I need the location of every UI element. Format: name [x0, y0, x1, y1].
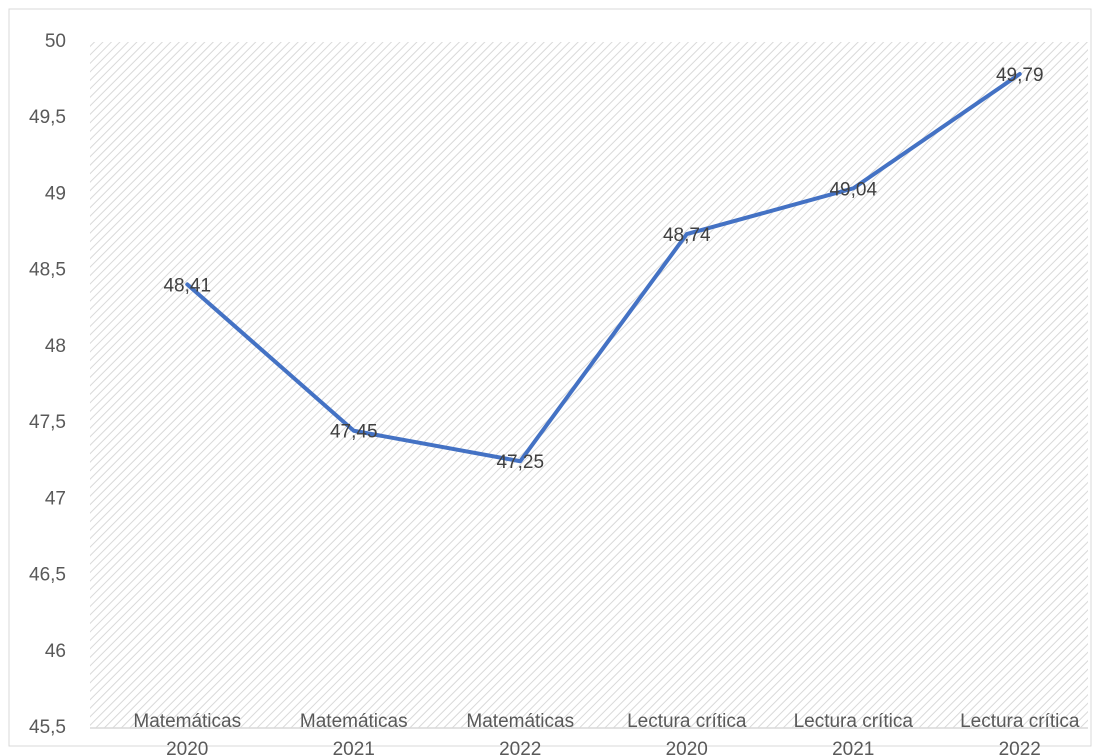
- y-tick-label: 49,5: [29, 107, 66, 128]
- plot-area: [90, 42, 1088, 728]
- data-label: 48,41: [163, 275, 211, 296]
- x-tick-label: Lectura crítica 2020: [627, 711, 747, 755]
- data-label: 47,45: [330, 422, 378, 443]
- x-tick-label: Matemáticas 2021: [300, 711, 408, 755]
- y-tick-label: 48: [45, 336, 66, 357]
- data-label: 48,74: [663, 225, 711, 246]
- y-tick-label: 45,5: [29, 717, 66, 738]
- x-tick-label: Lectura crítica 2022: [960, 711, 1080, 755]
- y-tick-label: 46: [45, 641, 66, 662]
- x-tick-label: Matemáticas 2020: [133, 711, 241, 755]
- y-tick-label: 47: [45, 488, 66, 509]
- y-tick-label: 49: [45, 183, 66, 204]
- y-tick-label: 47,5: [29, 412, 66, 433]
- data-line: [185, 72, 1022, 464]
- x-tick-label: Matemáticas 2022: [466, 711, 574, 755]
- y-tick-label: 46,5: [29, 565, 66, 586]
- data-label: 49,79: [996, 65, 1044, 86]
- data-label: 49,04: [829, 179, 877, 200]
- data-label: 47,25: [496, 452, 544, 473]
- y-tick-label: 50: [45, 31, 66, 52]
- y-tick-label: 48,5: [29, 260, 66, 281]
- x-tick-label: Lectura crítica 2021: [794, 711, 914, 755]
